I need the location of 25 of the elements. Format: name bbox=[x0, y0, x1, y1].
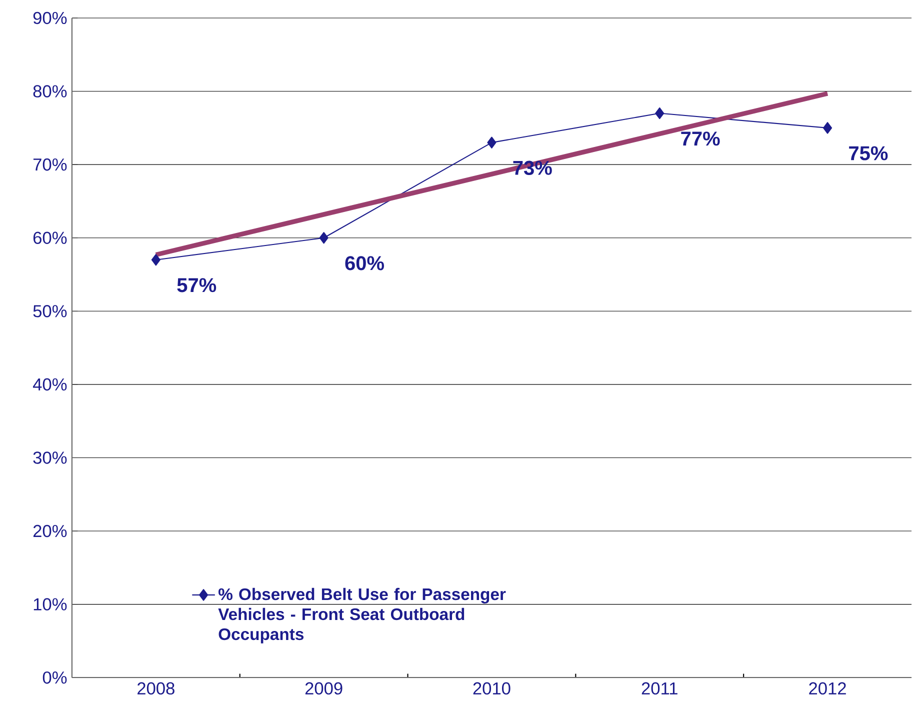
legend-label: % Observed Belt Use for Passenger Vehicles - Front Seat Outboard Occupants bbox=[218, 588, 506, 644]
point bbox=[319, 232, 328, 244]
x-tick-label: 2012 bbox=[809, 682, 846, 694]
point bbox=[655, 107, 664, 120]
point bbox=[151, 254, 160, 266]
data-label: 77% bbox=[681, 131, 720, 146]
y-tick-label: 50% bbox=[33, 304, 67, 318]
y-tick-label: 40% bbox=[32, 378, 67, 390]
x-tick-label: 2009 bbox=[305, 682, 342, 694]
y-tick-label: 90% bbox=[33, 12, 67, 24]
x-tick-label: 2011 bbox=[642, 682, 678, 694]
y-tick-label: 70% bbox=[33, 158, 67, 171]
y-tick-label: 20% bbox=[33, 524, 67, 538]
point bbox=[487, 136, 496, 148]
y-tick-label: 30% bbox=[33, 451, 67, 464]
data-label: 75% bbox=[849, 146, 888, 160]
x-tick-label: 2008 bbox=[138, 682, 174, 694]
y-tick-label: 60% bbox=[33, 232, 67, 244]
y-tick-label: 10% bbox=[34, 598, 67, 610]
data-label: 57% bbox=[177, 278, 216, 292]
y-tick-label: 80% bbox=[33, 85, 67, 98]
point bbox=[822, 122, 832, 134]
x-tick-label: 2010 bbox=[473, 682, 510, 694]
y-tick-label: 0% bbox=[42, 671, 67, 684]
data-label: 60% bbox=[345, 256, 384, 270]
